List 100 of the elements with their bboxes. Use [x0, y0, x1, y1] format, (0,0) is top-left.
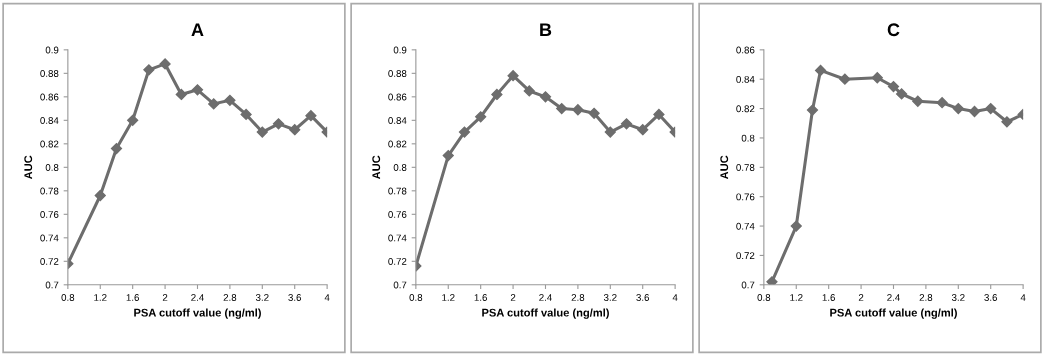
x-tick-label: 2.8 [919, 294, 933, 301]
point [305, 110, 317, 122]
point [871, 72, 883, 84]
x-tick-label: 2.4 [887, 294, 900, 301]
x-tick-label: 1.2 [790, 294, 803, 301]
x-tick-label: 3.6 [288, 294, 302, 301]
point [159, 58, 171, 70]
point [507, 70, 519, 82]
point [968, 105, 981, 118]
x-tick-label: 4 [1020, 294, 1026, 301]
point [766, 276, 778, 285]
point [94, 189, 106, 202]
y-tick-label: 0.76 [388, 211, 407, 218]
y-tick-label: 0.7 [45, 281, 59, 289]
y-tick-label: 0.82 [736, 105, 755, 113]
x-tick-label: 2.8 [223, 294, 237, 301]
x-axis-title: PSA cutoff value (ng/ml) [134, 308, 261, 319]
x-tick-label: 3.2 [951, 294, 965, 301]
y-tick-label: 0.8 [45, 164, 59, 171]
y-tick-label: 0.84 [736, 75, 755, 83]
y-tick-label: 0.76 [40, 211, 59, 218]
point [887, 80, 900, 93]
point [127, 114, 139, 126]
x-tick-label: 0.8 [757, 294, 771, 301]
y-tick-label: 0.78 [40, 187, 59, 195]
x-axis-title: PSA cutoff value (ng/ml) [830, 308, 957, 319]
y-tick-label: 0.9 [45, 46, 59, 54]
x-tick-label: 2 [858, 294, 864, 301]
point [224, 94, 236, 106]
y-tick-label: 0.76 [736, 193, 755, 201]
x-tick-label: 1.2 [94, 294, 107, 301]
x-tick-label: 2.4 [191, 294, 204, 301]
point [806, 104, 819, 116]
point [458, 126, 471, 138]
point [839, 73, 851, 85]
y-tick-label: 0.86 [388, 93, 407, 101]
point [572, 104, 584, 116]
y-tick-label: 0.8 [393, 164, 407, 171]
x-tick-label: 3.6 [984, 294, 998, 301]
point [912, 95, 924, 107]
point [895, 88, 908, 100]
point [985, 102, 997, 115]
point [556, 102, 568, 115]
x-tick-label: 1.6 [822, 294, 836, 301]
y-tick-label: 0.82 [388, 140, 407, 148]
x-tick-label: 1.6 [474, 294, 488, 301]
y-tick-label: 0.72 [40, 258, 59, 265]
x-tick-label: 0.8 [409, 294, 423, 301]
point [523, 85, 535, 97]
point [952, 102, 964, 115]
y-tick-label: 0.88 [40, 70, 59, 77]
y-tick-label: 0.78 [736, 164, 755, 171]
point [475, 111, 487, 123]
point [936, 97, 948, 109]
point [240, 108, 252, 121]
point [491, 88, 503, 101]
x-tick-label: 2.4 [539, 294, 552, 301]
y-tick-label: 0.88 [388, 70, 407, 77]
y-tick-label: 0.84 [40, 117, 59, 124]
y-tick-label: 0.8 [741, 134, 755, 142]
chart-title: B [540, 23, 552, 36]
point [1001, 116, 1013, 128]
y-tick-label: 0.9 [393, 46, 407, 54]
x-tick-label: 4 [324, 294, 330, 301]
chart-title: C [887, 23, 900, 37]
point [208, 98, 220, 110]
x-tick-label: 1.6 [126, 294, 140, 301]
x-tick-label: 1.2 [442, 294, 455, 301]
y-tick-label: 0.86 [40, 93, 59, 101]
y-tick-label: 0.7 [393, 281, 407, 289]
y-tick-label: 0.78 [388, 187, 407, 195]
y-tick-label: 0.84 [388, 117, 407, 124]
x-tick-label: 3.6 [636, 294, 650, 301]
y-axis-title: AUC [372, 155, 381, 180]
point [289, 124, 301, 136]
point [588, 107, 600, 119]
point [256, 126, 268, 138]
point [272, 118, 285, 130]
y-tick-label: 0.74 [736, 222, 755, 230]
point [191, 84, 204, 96]
y-tick-label: 0.86 [736, 46, 755, 54]
x-tick-label: 2.8 [571, 294, 585, 301]
x-tick-label: 2 [162, 294, 168, 301]
point [442, 149, 454, 162]
point [620, 118, 633, 130]
point [604, 126, 616, 138]
x-tick-label: 4 [672, 294, 678, 301]
y-tick-label: 0.74 [388, 234, 407, 242]
x-tick-label: 0.8 [61, 294, 75, 301]
y-tick-label: 0.7 [741, 281, 755, 289]
y-axis-title: AUC [720, 155, 729, 180]
y-tick-label: 0.82 [40, 140, 59, 148]
point [637, 124, 649, 136]
point [175, 88, 187, 101]
x-tick-label: 3.2 [603, 294, 617, 301]
x-axis-title: PSA cutoff value (ng/ml) [482, 308, 609, 319]
y-tick-label: 0.72 [736, 252, 755, 260]
x-tick-label: 3.2 [255, 294, 269, 301]
point [110, 142, 123, 155]
point [814, 64, 827, 77]
